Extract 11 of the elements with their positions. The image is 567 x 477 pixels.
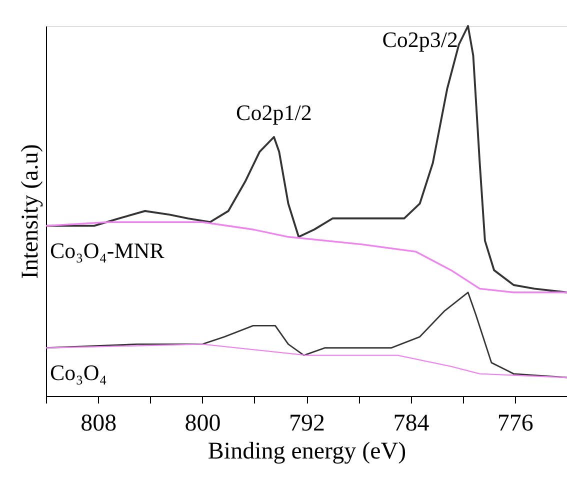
- series-label: Co₃O₄: [50, 360, 107, 385]
- y-axis-title: Intensity (a.u): [18, 144, 44, 279]
- series-label: Co₃O₄-MNR: [50, 238, 165, 263]
- x-tick-label: 800: [184, 410, 221, 436]
- x-axis-title: Binding energy (eV): [208, 438, 406, 464]
- annotation: Co2p3/2: [382, 27, 458, 52]
- annotation: Co2p1/2: [236, 100, 312, 125]
- x-tick-label: 808: [80, 410, 117, 436]
- x-tick-label: 784: [393, 410, 430, 436]
- x-tick-label: 776: [497, 410, 534, 436]
- x-tick-label: 792: [289, 410, 325, 436]
